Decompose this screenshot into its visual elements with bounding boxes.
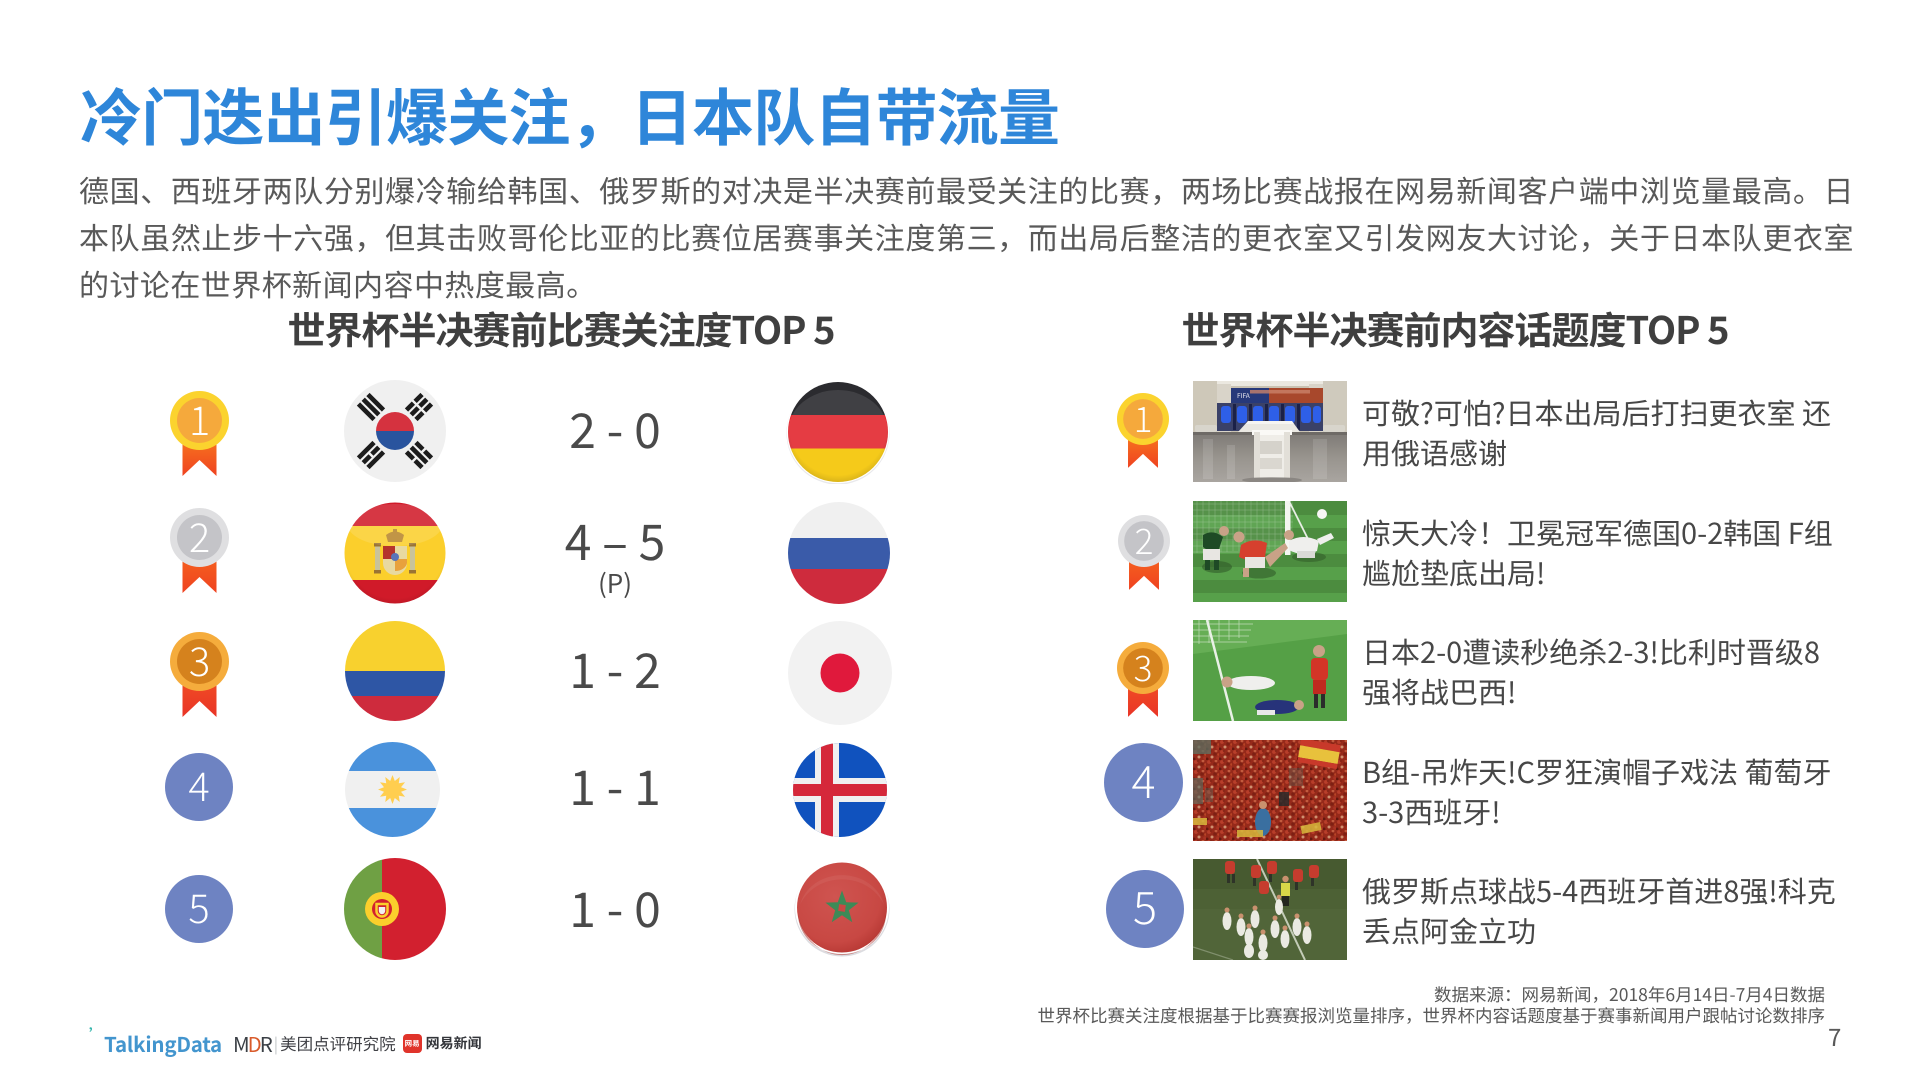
svg-text:2: 2 xyxy=(189,508,210,564)
svg-text:1: 1 xyxy=(189,391,210,447)
svg-text:2: 2 xyxy=(1135,515,1154,565)
svg-text:5: 5 xyxy=(188,877,209,935)
svg-text:4: 4 xyxy=(188,755,209,813)
svg-text:5: 5 xyxy=(1133,872,1157,937)
svg-text:3: 3 xyxy=(1134,642,1153,692)
svg-text:4: 4 xyxy=(1131,746,1155,811)
svg-text:1: 1 xyxy=(1134,393,1153,443)
svg-text:FIFA: FIFA xyxy=(1237,390,1250,400)
svg-text:3: 3 xyxy=(189,632,210,688)
